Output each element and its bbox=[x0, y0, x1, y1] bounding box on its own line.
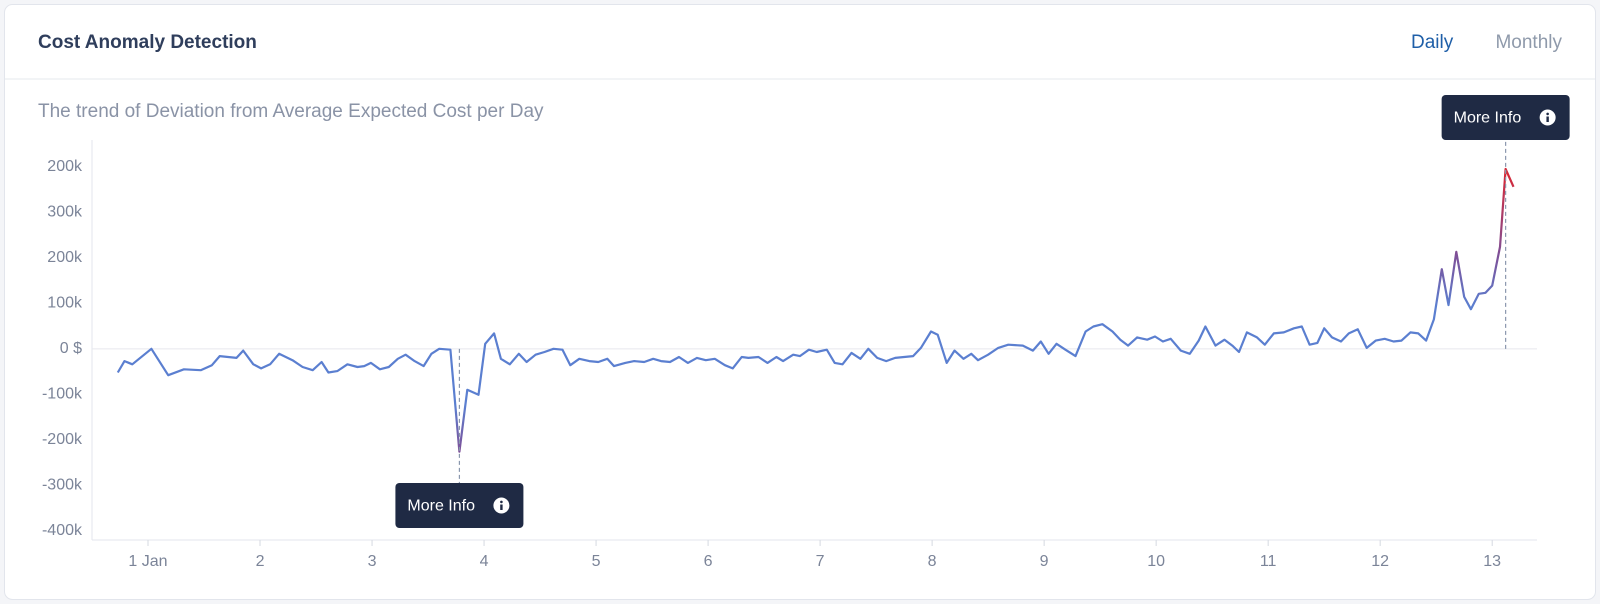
tab[interactable]: Monthly bbox=[1495, 32, 1562, 53]
info-icon-dot bbox=[1546, 112, 1549, 116]
y-tick-label: 0 $ bbox=[60, 340, 82, 357]
info-icon-bar bbox=[1546, 116, 1549, 122]
y-tick-label: -100k bbox=[42, 386, 83, 403]
button-label: More Info bbox=[1454, 110, 1522, 127]
x-tick-label: 1 Jan bbox=[128, 553, 167, 570]
x-tick-label: 13 bbox=[1483, 553, 1501, 570]
button-bg bbox=[1441, 95, 1570, 140]
card-title: Cost Anomaly Detection bbox=[38, 32, 257, 53]
y-tick-label: 100k bbox=[47, 295, 83, 312]
x-tick-label: 9 bbox=[1040, 553, 1049, 570]
more-info-button[interactable]: More Info bbox=[1441, 95, 1570, 140]
x-tick-label: 5 bbox=[592, 553, 601, 570]
tab[interactable]: Daily bbox=[1411, 32, 1454, 53]
series-line bbox=[116, 167, 1515, 453]
x-tick-label: 6 bbox=[704, 553, 713, 570]
info-icon-bar bbox=[500, 504, 503, 510]
x-tick-label: 2 bbox=[256, 553, 265, 570]
info-icon-dot bbox=[500, 500, 503, 504]
y-tick-label: -300k bbox=[42, 477, 83, 494]
x-tick-label: 11 bbox=[1260, 553, 1277, 570]
y-tick-label: 300k bbox=[47, 203, 83, 220]
more-info-button[interactable]: More Info bbox=[395, 483, 524, 528]
chart-subtitle: The trend of Deviation from Average Expe… bbox=[38, 101, 544, 122]
x-tick-label: 8 bbox=[928, 553, 937, 570]
x-tick-label: 7 bbox=[816, 553, 825, 570]
x-tick-label: 3 bbox=[368, 553, 377, 570]
y-tick-label: -200k bbox=[42, 431, 83, 448]
x-tick-label: 12 bbox=[1371, 553, 1389, 570]
button-bg bbox=[395, 483, 524, 528]
card bbox=[4, 4, 1596, 600]
y-tick-label: 200k bbox=[47, 158, 83, 175]
x-tick-label: 4 bbox=[480, 553, 489, 570]
button-label: More Info bbox=[407, 498, 475, 515]
y-tick-label: -400k bbox=[42, 522, 83, 539]
y-tick-label: 200k bbox=[47, 249, 83, 266]
x-tick-label: 10 bbox=[1147, 553, 1165, 570]
